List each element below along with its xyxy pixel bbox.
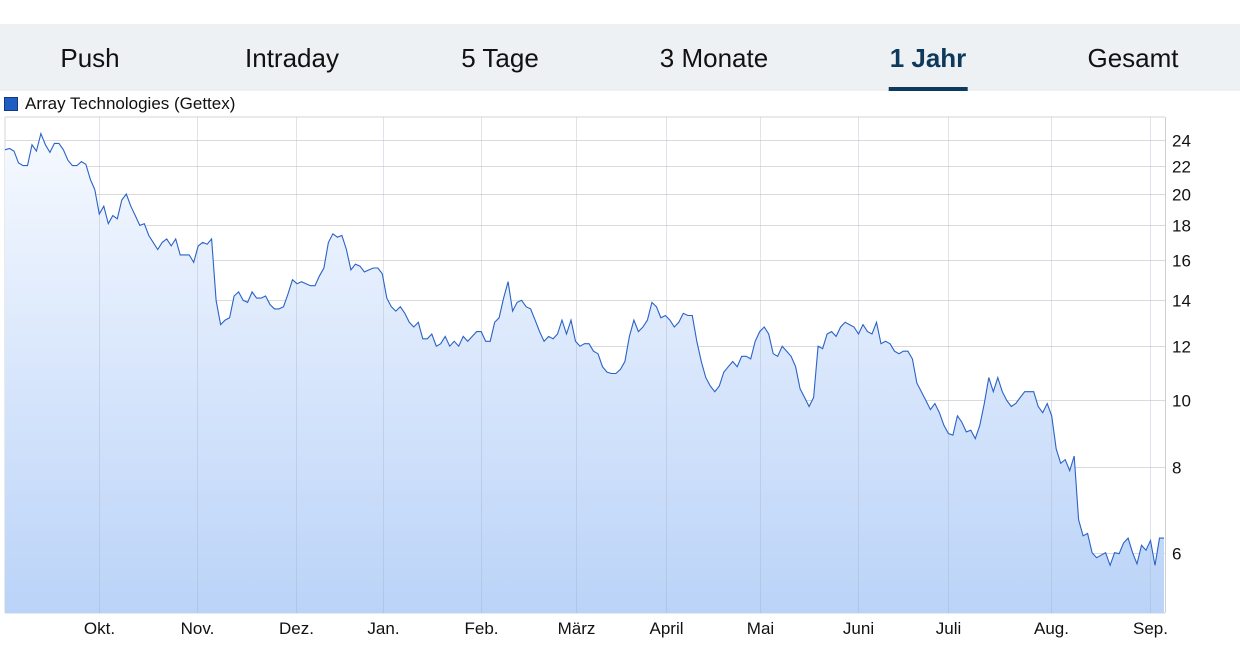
x-tick-label: März bbox=[558, 619, 596, 638]
tab-3-monate[interactable]: 3 Monate bbox=[659, 43, 769, 73]
x-tick-label: Nov. bbox=[181, 619, 215, 638]
x-tick-label: Juli bbox=[936, 619, 962, 638]
x-tick-label: Sep. bbox=[1133, 619, 1168, 638]
tab-push[interactable]: Push bbox=[60, 43, 120, 73]
x-tick-label: Juni bbox=[843, 619, 874, 638]
y-tick-label: 20 bbox=[1172, 186, 1191, 205]
y-tick-label: 6 bbox=[1172, 545, 1181, 564]
timeframe-tabbar: Push Intraday 5 Tage 3 Monate 1 Jahr Ges… bbox=[0, 24, 1240, 91]
tab-1-jahr[interactable]: 1 Jahr bbox=[888, 24, 968, 91]
y-tick-label: 22 bbox=[1172, 158, 1191, 177]
y-tick-label: 8 bbox=[1172, 459, 1181, 478]
y-tick-label: 16 bbox=[1172, 252, 1191, 271]
tab-5-tage[interactable]: 5 Tage bbox=[461, 43, 539, 73]
x-tick-label: Dez. bbox=[279, 619, 314, 638]
y-tick-label: 14 bbox=[1172, 292, 1191, 311]
y-tick-label: 10 bbox=[1172, 392, 1191, 411]
x-tick-label: Feb. bbox=[464, 619, 498, 638]
x-tick-label: Aug. bbox=[1034, 619, 1069, 638]
chart-legend: Array Technologies (Gettex) bbox=[4, 94, 235, 114]
x-tick-label: April bbox=[649, 619, 683, 638]
x-tick-label: Okt. bbox=[84, 619, 115, 638]
legend-label: Array Technologies (Gettex) bbox=[25, 94, 236, 113]
x-tick-label: Mai bbox=[747, 619, 774, 638]
y-tick-label: 24 bbox=[1172, 132, 1191, 151]
legend-swatch bbox=[4, 97, 18, 111]
tab-intraday[interactable]: Intraday bbox=[245, 43, 339, 73]
y-tick-label: 12 bbox=[1172, 338, 1191, 357]
x-tick-label: Jan. bbox=[367, 619, 399, 638]
price-line bbox=[4, 131, 1164, 567]
y-tick-label: 18 bbox=[1172, 217, 1191, 236]
price-area bbox=[5, 133, 1164, 613]
tab-gesamt[interactable]: Gesamt bbox=[1087, 43, 1179, 73]
